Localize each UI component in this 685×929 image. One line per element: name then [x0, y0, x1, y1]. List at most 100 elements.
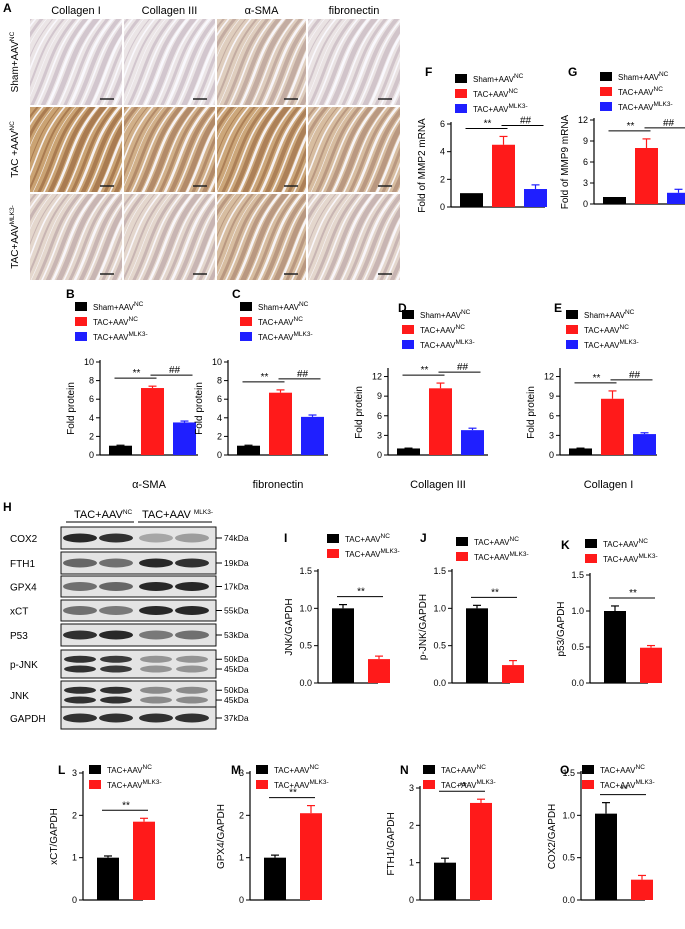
band [175, 606, 209, 615]
fiber-band [191, 135, 215, 192]
panel-letter: B [66, 287, 75, 301]
fiber-gap [127, 194, 172, 280]
y-axis-label: Fold of MMP2 mRNA [417, 118, 428, 213]
molecular-weight-label: 74kDa [224, 533, 249, 543]
fiber-gap [107, 244, 122, 280]
fiber-gap [279, 217, 306, 280]
muscle-fibers [308, 107, 400, 192]
fiber-band [30, 107, 51, 139]
panel-letter: G [568, 65, 577, 79]
chart-d: D Sham+AAVNC TAC+AAVNC TAC+AAVMLK3- 0 3 6 9 12 Fo… [354, 301, 488, 491]
legend-swatch [327, 534, 339, 543]
fiber-gap [308, 194, 320, 210]
band [63, 582, 97, 591]
y-tick-label: 8 [217, 376, 222, 386]
bar [133, 821, 155, 900]
fiber-band [374, 44, 400, 105]
fiber-gap [36, 19, 81, 105]
fiber-band [84, 24, 122, 105]
fiber-gap [124, 194, 150, 237]
fiber-gap [124, 19, 145, 51]
legend-swatch [423, 765, 435, 774]
fiber-band [70, 107, 117, 192]
y-tick-label: 1 [409, 858, 414, 868]
y-tick-label: 3 [549, 430, 554, 440]
band [139, 713, 173, 723]
y-axis-label: Fold protein [354, 386, 365, 439]
fiber-gap [346, 19, 393, 105]
band [175, 713, 209, 723]
fiber-band [125, 107, 172, 192]
fiber-gap [217, 19, 252, 87]
fiber-gap [385, 244, 400, 280]
fiber-gap [281, 134, 306, 192]
fiber-band [30, 107, 72, 191]
blot-label: FTH1 [10, 559, 35, 570]
histology-image [308, 107, 400, 192]
blot-row: xCT 55kDa [10, 599, 249, 622]
fiber-gap [308, 107, 322, 126]
fiber-band [217, 19, 237, 49]
fiber-gap [310, 107, 355, 192]
fiber-band [91, 122, 122, 192]
bar [502, 665, 524, 683]
y-tick-label: 0 [89, 450, 94, 460]
bar [269, 392, 292, 455]
fiber-band [30, 19, 77, 105]
bar [466, 608, 488, 683]
fiber-gap [237, 107, 284, 192]
bar [461, 430, 484, 455]
fiber-band [96, 44, 122, 105]
fiber-gap [387, 161, 400, 192]
y-tick-label: 6 [217, 394, 222, 404]
blot-label: xCT [10, 607, 28, 618]
fiber-band [63, 19, 110, 105]
histology-image [217, 194, 306, 280]
fiber-gap [217, 107, 261, 192]
fiber-gap [217, 19, 230, 37]
fiber-gap [217, 107, 228, 122]
fiber-band [124, 194, 156, 254]
band [139, 558, 173, 568]
legend-entry: Sham+AAVNC [473, 73, 524, 84]
fiber-band [124, 194, 167, 280]
band [63, 558, 97, 568]
legend-swatch [240, 332, 252, 341]
legend-entry: TAC+AAVMLK3- [274, 779, 329, 790]
chart-g: G Sham+AAVNC TAC+AAVNC TAC+AAVMLK3- 0 3 6 9 12 Fo… [560, 65, 685, 209]
molecular-weight-label: 37kDa [224, 713, 249, 723]
bar [368, 659, 390, 683]
fiber-band [217, 107, 245, 156]
fiber-band [201, 161, 215, 192]
group-label: TAC+AAV MLK3- [142, 509, 213, 521]
fiber-gap [65, 107, 110, 192]
legend-swatch [402, 340, 414, 349]
fiber-band [323, 194, 372, 280]
legend-entry: TAC+AAVNC [93, 316, 138, 327]
bar [434, 862, 456, 900]
fiber-gap [331, 107, 378, 192]
chart-j: J TAC+AAVNC TAC+AAVMLK3- 0.0 0.5 1.0 1.5 p-JNK/… [418, 531, 529, 688]
y-tick-label: 1.5 [562, 768, 575, 778]
column-header: Collagen I [51, 5, 101, 17]
legend-swatch [456, 552, 468, 561]
row-label: TAC +AAVNC [9, 121, 21, 178]
fiber-band [30, 194, 59, 246]
band [64, 696, 96, 704]
fiber-gap [321, 107, 366, 192]
bar [460, 193, 483, 207]
fiber-gap [32, 107, 77, 192]
legend-entry: TAC+AAVMLK3- [474, 551, 529, 562]
fiber-band [47, 107, 96, 192]
y-tick-label: 1.0 [433, 603, 446, 613]
y-tick-label: 1.5 [571, 570, 584, 580]
y-tick-label: 0 [72, 895, 77, 905]
chart-b: B Sham+AAVNC TAC+AAVNC TAC+AAVMLK3- 0 2 4 6 8 10 F… [66, 287, 198, 491]
fiber-band [78, 194, 122, 280]
y-tick-label: 3 [377, 430, 382, 440]
fiber-band [217, 19, 247, 73]
fiber-band [217, 19, 225, 30]
significance-marker: ## [297, 369, 309, 380]
